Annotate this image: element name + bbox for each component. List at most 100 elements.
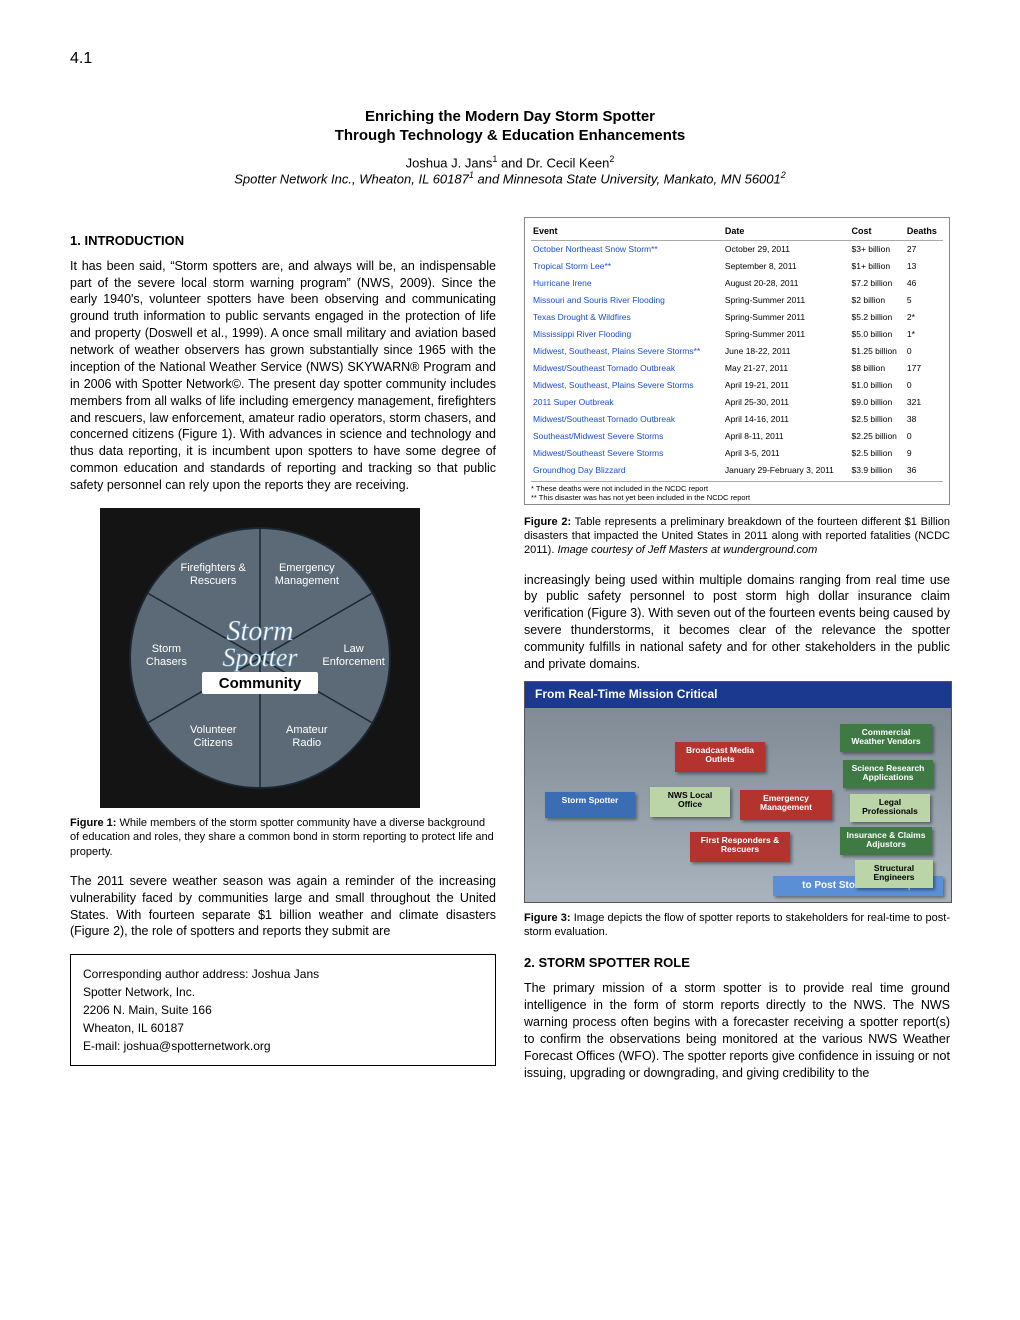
- table-cell: $3+ billion: [850, 240, 905, 258]
- table-cell: 2011 Super Outbreak: [531, 394, 723, 411]
- table-cell: August 20-28, 2011: [723, 275, 850, 292]
- table-row: Hurricane IreneAugust 20-28, 2011$7.2 bi…: [531, 275, 943, 292]
- table-row: October Northeast Snow Storm**October 29…: [531, 240, 943, 258]
- table-cell: $1.0 billion: [850, 377, 905, 394]
- table-cell: Missouri and Souris River Flooding: [531, 292, 723, 309]
- svg-text:Firefighters &: Firefighters &: [180, 562, 246, 574]
- table-row: 2011 Super OutbreakApril 25-30, 2011$9.0…: [531, 394, 943, 411]
- figure-3-frame: From Real-Time Mission Critical to Post …: [524, 681, 952, 903]
- table-row: Texas Drought & WildfiresSpring-Summer 2…: [531, 309, 943, 326]
- table-row: Tropical Storm Lee**September 8, 2011$1+…: [531, 258, 943, 275]
- svg-text:Volunteer: Volunteer: [190, 724, 237, 736]
- table-cell: 38: [905, 411, 943, 428]
- figure-2-caption-label: Figure 2:: [524, 516, 571, 528]
- table-cell: 0: [905, 377, 943, 394]
- table-cell: $2.5 billion: [850, 445, 905, 462]
- para-col2-a: increasingly being used within multiple …: [524, 572, 950, 673]
- svg-text:Management: Management: [275, 575, 339, 587]
- table-cell: September 8, 2011: [723, 258, 850, 275]
- table-cell: January 29-February 3, 2011: [723, 462, 850, 479]
- authors: Joshua J. Jans1 and Dr. Cecil Keen2: [70, 154, 950, 170]
- table-cell: April 19-21, 2011: [723, 377, 850, 394]
- table-cell: April 14-16, 2011: [723, 411, 850, 428]
- section-2-heading: 2. STORM SPOTTER ROLE: [524, 955, 950, 970]
- author-2-sup: 2: [609, 154, 614, 164]
- table-row: Midwest, Southeast, Plains Severe Storms…: [531, 343, 943, 360]
- table-cell: 27: [905, 240, 943, 258]
- table-cell: Spring-Summer 2011: [723, 326, 850, 343]
- flow-chip: Broadcast Media Outlets: [675, 742, 765, 772]
- table-cell: October 29, 2011: [723, 240, 850, 258]
- table-cell: Midwest, Southeast, Plains Severe Storms…: [531, 343, 723, 360]
- figure-1-caption: Figure 1: While members of the storm spo…: [70, 816, 496, 859]
- table-cell: 13: [905, 258, 943, 275]
- table-cell: Tropical Storm Lee**: [531, 258, 723, 275]
- svg-text:Chasers: Chasers: [146, 656, 187, 668]
- section-1-heading: 1. INTRODUCTION: [70, 233, 496, 248]
- section-2-para: The primary mission of a storm spotter i…: [524, 980, 950, 1081]
- table-row: Midwest, Southeast, Plains Severe Storms…: [531, 377, 943, 394]
- table-row: Groundhog Day BlizzardJanuary 29-Februar…: [531, 462, 943, 479]
- author-box-l1: Corresponding author address: Joshua Jan…: [83, 965, 483, 983]
- table-cell: May 21-27, 2011: [723, 360, 850, 377]
- table-cell: Groundhog Day Blizzard: [531, 462, 723, 479]
- svg-text:Spotter: Spotter: [222, 643, 298, 672]
- table-cell: $7.2 billion: [850, 275, 905, 292]
- table-cell: $2 billion: [850, 292, 905, 309]
- figure-3-caption: Figure 3: Image depicts the flow of spot…: [524, 911, 950, 940]
- table-cell: $9.0 billion: [850, 394, 905, 411]
- figure-1-svg: EmergencyManagementLawEnforcementAmateur…: [70, 508, 450, 808]
- table-cell: $8 billion: [850, 360, 905, 377]
- figure-1-caption-text: While members of the storm spotter commu…: [70, 817, 494, 858]
- table-cell: $2.5 billion: [850, 411, 905, 428]
- affiliation: Spotter Network Inc., Wheaton, IL 601871…: [70, 170, 950, 186]
- table-cell: 46: [905, 275, 943, 292]
- disasters-table: EventDateCostDeathsOctober Northeast Sno…: [531, 222, 943, 479]
- table-cell: $1.25 billion: [850, 343, 905, 360]
- table-cell: 5: [905, 292, 943, 309]
- flow-chip: First Responders & Rescuers: [690, 832, 790, 862]
- table-cell: 321: [905, 394, 943, 411]
- table-cell: 36: [905, 462, 943, 479]
- flow-chip: Structural Engineers: [855, 860, 933, 888]
- table-cell: Spring-Summer 2011: [723, 309, 850, 326]
- table-cell: 0: [905, 428, 943, 445]
- flow-chip: Commercial Weather Vendors: [840, 724, 932, 752]
- table-cell: Midwest/Southeast Severe Storms: [531, 445, 723, 462]
- corresponding-author-box: Corresponding author address: Joshua Jan…: [70, 954, 496, 1066]
- table-cell: Midwest/Southeast Tornado Outbreak: [531, 411, 723, 428]
- table-row: Midwest/Southeast Tornado OutbreakApril …: [531, 411, 943, 428]
- table-cell: Mississippi River Flooding: [531, 326, 723, 343]
- svg-text:Storm: Storm: [152, 643, 181, 655]
- table-cell: April 25-30, 2011: [723, 394, 850, 411]
- table-cell: Spring-Summer 2011: [723, 292, 850, 309]
- svg-text:Amateur: Amateur: [286, 724, 328, 736]
- figure-3-caption-label: Figure 3:: [524, 912, 571, 924]
- author-box-l2: Spotter Network, Inc.: [83, 983, 483, 1001]
- figure-3: From Real-Time Mission Critical to Post …: [524, 681, 950, 903]
- authors-and: and Dr. Cecil Keen: [497, 155, 609, 170]
- svg-text:Law: Law: [344, 643, 364, 655]
- flow-chip: Emergency Management: [740, 790, 832, 820]
- figure-1-caption-label: Figure 1:: [70, 817, 116, 829]
- author-1: Joshua J. Jans: [406, 155, 493, 170]
- table-row: Mississippi River FloodingSpring-Summer …: [531, 326, 943, 343]
- table-cell: $5.2 billion: [850, 309, 905, 326]
- author-box-l3: 2206 N. Main, Suite 166: [83, 1001, 483, 1019]
- table-footnotes: * These deaths were not included in the …: [531, 481, 943, 502]
- table-cell: 1*: [905, 326, 943, 343]
- table-cell: 9: [905, 445, 943, 462]
- flow-chip: Insurance & Claims Adjustors: [840, 827, 932, 855]
- table-header: Event: [531, 222, 723, 241]
- svg-text:Enforcement: Enforcement: [322, 656, 384, 668]
- table-row: Missouri and Souris River FloodingSpring…: [531, 292, 943, 309]
- table-header: Cost: [850, 222, 905, 241]
- flow-chip: Storm Spotter: [545, 792, 635, 818]
- table-cell: $2.25 billion: [850, 428, 905, 445]
- table-cell: Midwest, Southeast, Plains Severe Storms: [531, 377, 723, 394]
- author-box-l4: Wheaton, IL 60187: [83, 1019, 483, 1037]
- table-cell: Hurricane Irene: [531, 275, 723, 292]
- svg-text:Rescuers: Rescuers: [190, 575, 237, 587]
- para-after-fig1: The 2011 severe weather season was again…: [70, 873, 496, 941]
- table-cell: April 8-11, 2011: [723, 428, 850, 445]
